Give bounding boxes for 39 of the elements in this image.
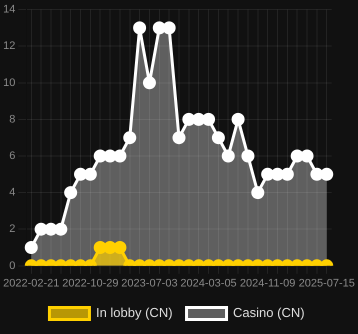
point	[84, 168, 97, 181]
x-tick-label: 2022-02-21	[3, 277, 60, 290]
x-tick-label: 2023-07-03	[121, 277, 178, 290]
point	[320, 168, 334, 181]
point	[212, 131, 225, 144]
y-tick-label: 2	[9, 223, 16, 236]
point	[74, 168, 88, 181]
point	[310, 168, 324, 181]
point	[94, 150, 107, 162]
point	[222, 150, 235, 162]
point	[261, 168, 274, 181]
y-tick-label: 14	[3, 4, 16, 16]
point	[280, 168, 294, 181]
y-tick-label: 8	[9, 113, 16, 126]
point	[232, 112, 245, 126]
legend-label: Casino (CN)	[233, 305, 305, 320]
x-tick-label: 2024-11-09	[240, 277, 296, 290]
y-tick-label: 10	[3, 76, 16, 89]
point	[251, 186, 264, 200]
x-tick-label: 2025-07-15	[298, 277, 355, 290]
point	[202, 112, 216, 126]
x-tick-label: 2022-10-29	[62, 277, 118, 290]
y-tick-label: 12	[3, 40, 16, 52]
point	[241, 150, 254, 162]
y-tick-label: 4	[9, 186, 16, 199]
point	[270, 168, 284, 181]
point	[113, 150, 126, 162]
legend-label: In lobby (CN)	[96, 305, 173, 320]
point	[192, 112, 206, 126]
point	[182, 112, 196, 126]
point	[123, 131, 136, 144]
point	[104, 150, 117, 162]
y-tick-label: 0	[9, 260, 16, 272]
x-tick-label: 2024-03-05	[180, 277, 237, 290]
point	[290, 150, 304, 162]
y-tick-label: 6	[9, 150, 16, 162]
point	[300, 150, 314, 162]
point	[64, 186, 78, 200]
point	[172, 131, 186, 144]
